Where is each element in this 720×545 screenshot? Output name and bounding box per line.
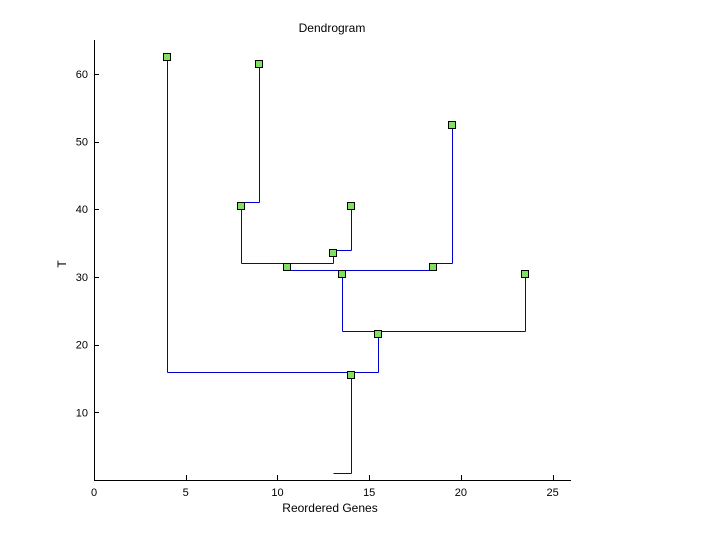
node-marker-6 [283, 263, 291, 271]
x-tick-label: 0 [91, 487, 97, 499]
y-tick-label: 50 [76, 137, 88, 149]
x-axis-ticks: 0 5 10 15 20 25 [91, 475, 559, 499]
x-tick-label: 10 [271, 487, 283, 499]
x-tick-label: 15 [363, 487, 375, 499]
node-marker-2 [448, 121, 456, 129]
node-marker-0 [163, 53, 171, 61]
x-tick-label: 5 [183, 487, 189, 499]
y-tick-label: 30 [76, 272, 88, 284]
node-marker-11 [347, 371, 355, 379]
y-tick-label: 40 [76, 204, 88, 216]
node-marker-1 [255, 60, 263, 68]
x-tick-label: 25 [547, 487, 559, 499]
x-tick-label: 20 [455, 487, 467, 499]
y-tick-label: 20 [76, 340, 88, 352]
y-axis-label: T [55, 260, 69, 268]
node-marker-7 [429, 263, 437, 271]
y-tick-label: 10 [76, 407, 88, 419]
node-marker-10 [374, 330, 382, 338]
node-marker-4 [347, 202, 355, 210]
node-marker-9 [521, 270, 529, 278]
node-marker-3 [237, 202, 245, 210]
node-marker-8 [338, 270, 346, 278]
plot-area: 0 5 10 15 20 25 10 20 30 40 50 60 [76, 40, 571, 499]
y-tick-label: 60 [76, 69, 88, 81]
dendrogram-branches [167, 57, 526, 474]
dendrogram-nodes [163, 53, 529, 379]
node-marker-5 [329, 249, 337, 257]
y-axis-ticks: 10 20 30 40 50 60 [76, 69, 99, 419]
chart-title: Dendrogram [299, 21, 366, 35]
x-axis-label: Reordered Genes [282, 501, 377, 515]
